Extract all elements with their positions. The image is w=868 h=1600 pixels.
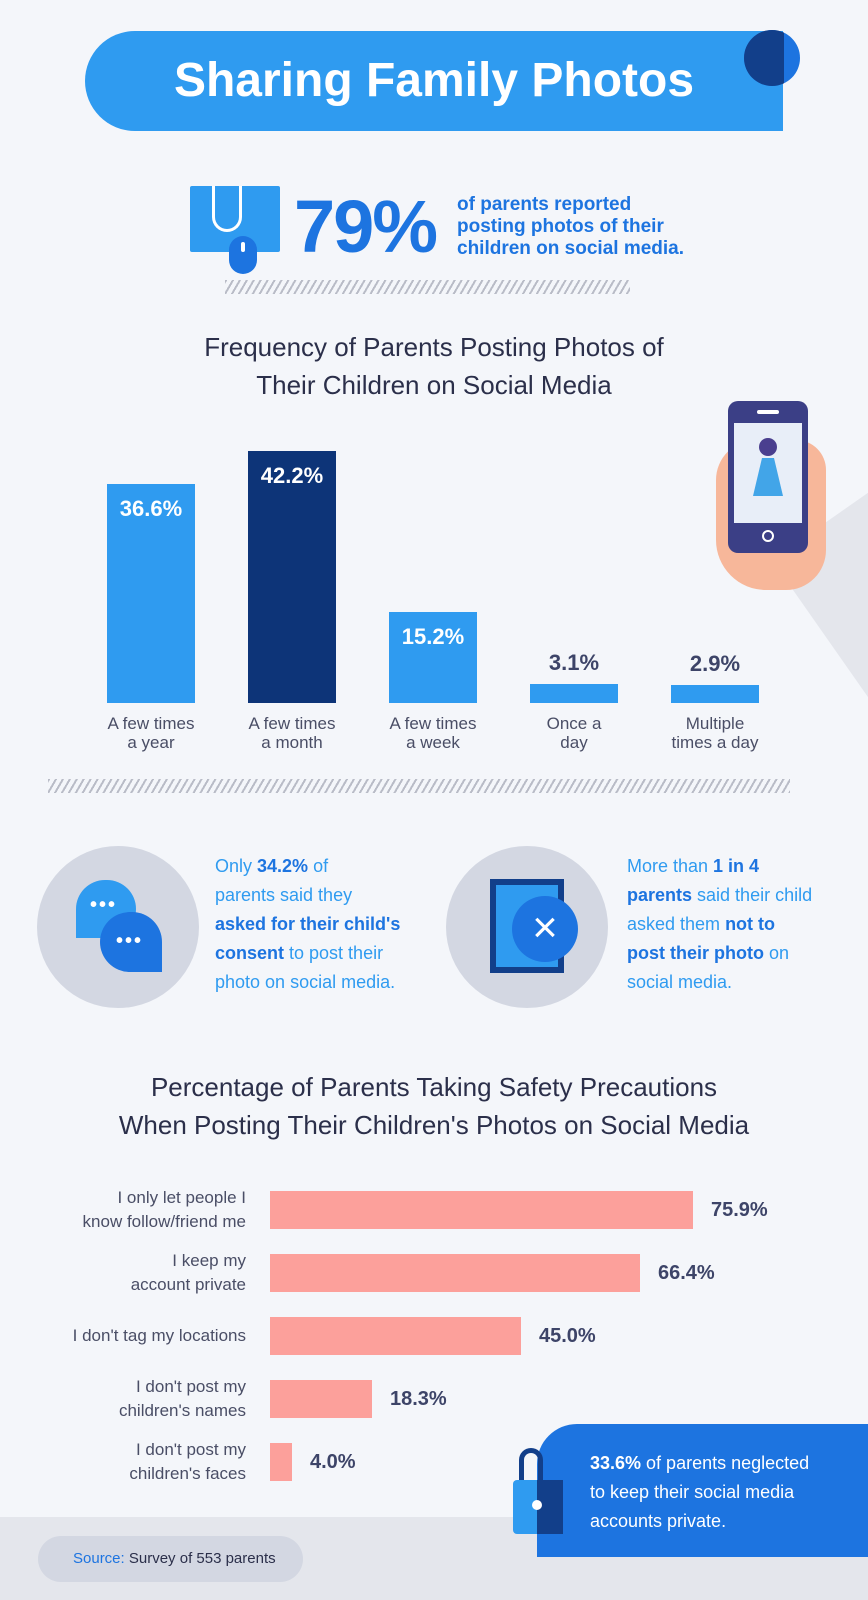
frequency-title-line-1: Frequency of Parents Posting Photos of [204,332,664,362]
safety-title-line-2: When Posting Their Children's Photos on … [118,1110,750,1140]
stat-line-2: posting photos of their [457,216,664,237]
frequency-bar-value: 42.2% [260,463,324,488]
source-note: Source: Survey of 553 parents [73,1550,276,1567]
safety-bar [270,1254,640,1292]
callout-line-3: accounts private. [590,1511,727,1531]
title-decor-circle-overlap [744,30,784,86]
safety-bar-value: 75.9% [711,1199,768,1221]
callout-line-2: to keep their social media [590,1482,795,1502]
c1-bold2: asked for their child's [215,914,401,934]
safety-bar [270,1317,521,1355]
c1-percent: 34.2% [257,856,309,876]
frequency-bar [530,684,618,703]
safety-category-label: I don't post my children's faces [129,1440,246,1483]
callout-box [537,1424,868,1557]
child-head-illustration [759,438,777,456]
safety-category-label: I don't tag my locations [72,1326,246,1345]
frequency-bar-value: 2.9% [689,651,741,676]
big-stat-value: 79% [294,185,438,268]
safety-bar-value: 66.4% [658,1262,715,1284]
ellipsis-icon-2: ••• [116,930,144,952]
consent-text-1: Only 34.2% of parents said they asked fo… [215,852,425,997]
frequency-bar [671,685,759,703]
c1-line2: parents said they [215,885,353,905]
safety-chart-title: Percentage of Parents Taking Safety Prec… [0,1068,868,1144]
page-title: Sharing Family Photos [173,54,695,107]
frequency-bar-value: 36.6% [119,496,183,521]
c2-bold3: not to [725,914,776,934]
divider-hatch-2 [48,779,790,793]
frequency-category-label: A few times a month [248,714,336,752]
mouse-cord-icon [212,186,242,232]
chat-bubble-icon-2 [100,912,162,972]
c2-mid3: on [763,943,790,963]
callout-text: 33.6% of parents neglected to keep their… [590,1449,850,1536]
source-label: Source: [73,1550,125,1567]
safety-bar [270,1443,292,1481]
c1-mid1: of [308,856,329,876]
c1-line5: photo on social media. [215,972,396,992]
frequency-category-label: A few times a week [389,714,477,752]
safety-title-line-1: Percentage of Parents Taking Safety Prec… [150,1072,718,1102]
frequency-title-line-2: Their Children on Social Media [256,370,612,400]
lock-shackle [519,1448,543,1488]
frequency-bar [107,484,195,703]
stat-line-1: of parents reported [457,194,632,215]
callout-text-1: of parents neglected [641,1453,810,1473]
c1-mid2: to post their [284,943,384,963]
frequency-bar-value: 15.2% [401,624,465,649]
c2-bold2: parents [627,885,693,905]
safety-bar-value: 4.0% [310,1451,356,1473]
frequency-bar [248,451,336,703]
c1-pre: Only [215,856,258,876]
c2-mid2: asked them [627,914,726,934]
phone-speaker [757,410,779,414]
stat-line-3: children on social media. [457,238,685,259]
frequency-chart-title: Frequency of Parents Posting Photos of T… [0,328,868,404]
mouse-icon [229,236,257,274]
ellipsis-icon: ••• [90,894,118,916]
big-stat-description: of parents reported posting photos of th… [457,194,697,260]
title-banner [85,31,783,131]
c2-bold4: post their photo [627,943,764,963]
c2-mid1: said their child [692,885,813,905]
phone-home-button [762,530,774,542]
safety-bar [270,1191,693,1229]
close-icon: × [512,896,578,962]
c2-line5: social media. [627,972,733,992]
lock-keyhole [532,1500,542,1510]
safety-bar-value: 45.0% [539,1325,596,1347]
c2-pre: More than [627,856,714,876]
source-pill [38,1536,303,1582]
callout-percent: 33.6% [590,1453,642,1473]
frequency-category-label: Once a day [546,714,602,752]
safety-category-label: I don't post my children's names [118,1377,246,1420]
divider-hatch [225,280,630,294]
frequency-bar [389,612,477,703]
safety-category-label: I keep my account private [130,1251,246,1294]
frequency-category-label: Multiple times a day [671,714,759,752]
consent-text-2: More than 1 in 4 parents said their chil… [627,852,842,997]
c1-bold3: consent [215,943,285,963]
frequency-bar-value: 3.1% [548,650,600,675]
safety-bar [270,1380,372,1418]
source-text: Survey of 553 parents [124,1550,276,1567]
frequency-category-label: A few times a year [107,714,195,752]
safety-bar-value: 18.3% [390,1388,447,1410]
c2-bold1: 1 in 4 [713,856,760,876]
